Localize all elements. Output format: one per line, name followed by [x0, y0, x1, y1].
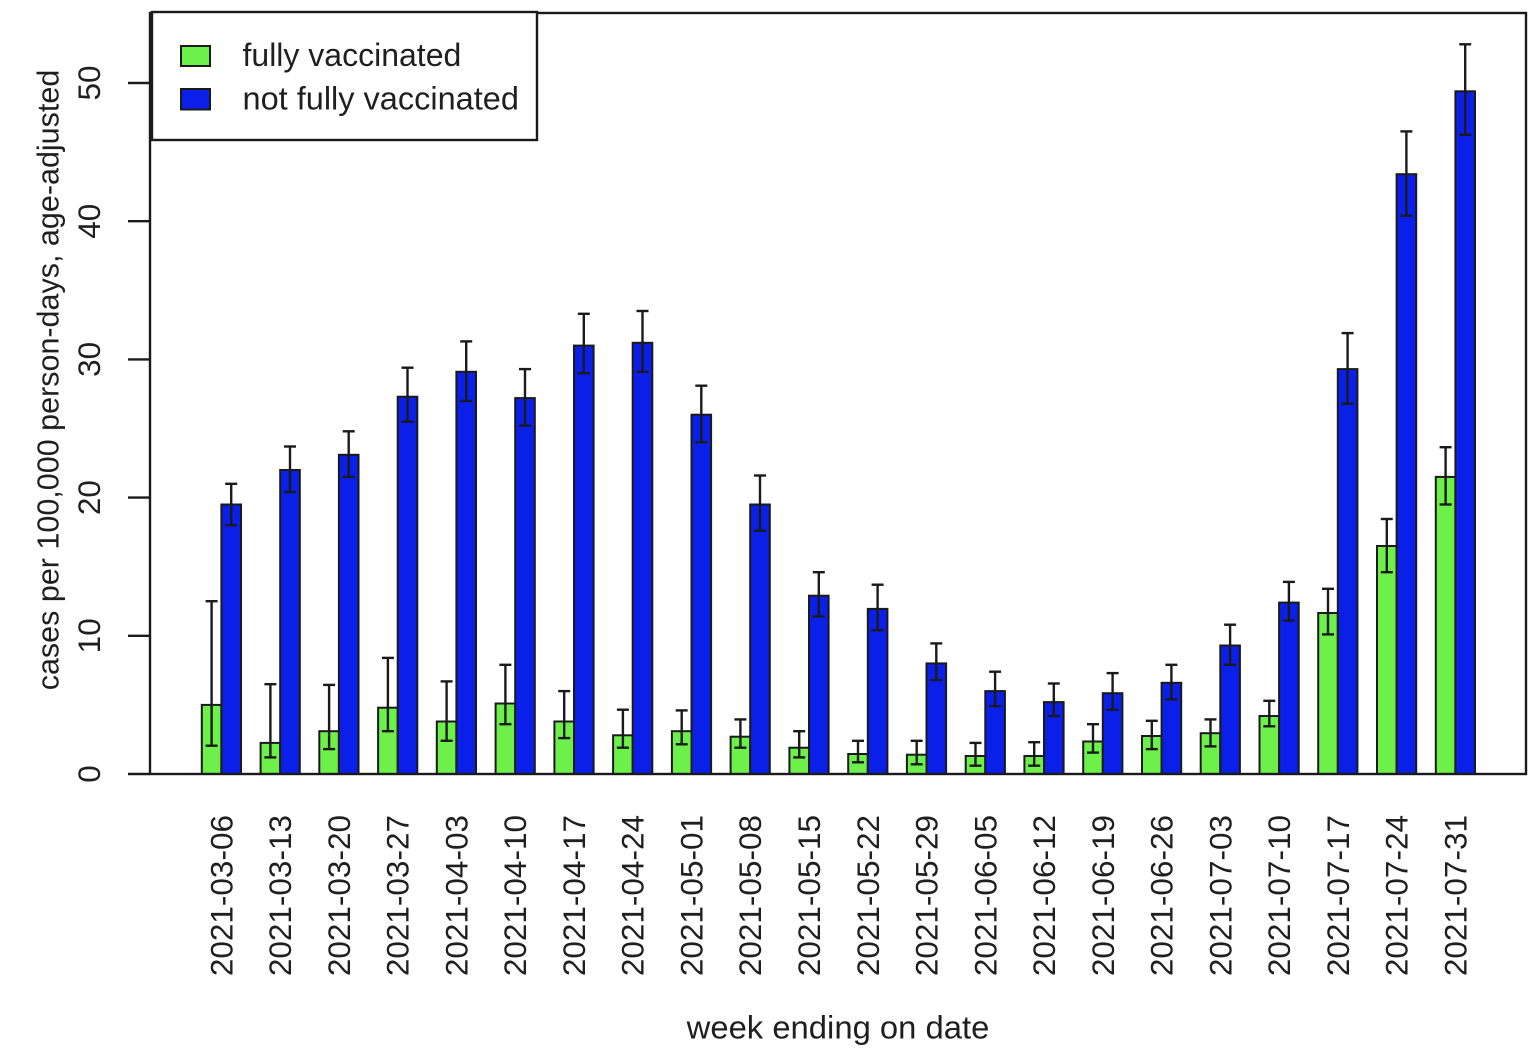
svg-text:30: 30 — [71, 342, 107, 377]
svg-text:20: 20 — [71, 480, 107, 515]
svg-text:2021-05-08: 2021-05-08 — [732, 815, 768, 976]
svg-text:0: 0 — [71, 765, 107, 783]
svg-text:2021-03-13: 2021-03-13 — [262, 815, 298, 976]
svg-text:2021-04-24: 2021-04-24 — [615, 815, 651, 976]
svg-text:2021-03-06: 2021-03-06 — [203, 815, 239, 976]
svg-text:40: 40 — [71, 204, 107, 239]
svg-text:10: 10 — [71, 618, 107, 653]
svg-text:2021-06-19: 2021-06-19 — [1085, 815, 1121, 976]
svg-text:2021-05-29: 2021-05-29 — [909, 815, 945, 976]
svg-text:2021-05-01: 2021-05-01 — [674, 815, 710, 976]
svg-text:2021-04-10: 2021-04-10 — [497, 815, 533, 976]
svg-text:week ending on date: week ending on date — [686, 1009, 990, 1046]
svg-text:2021-06-05: 2021-06-05 — [967, 815, 1003, 976]
svg-text:2021-03-20: 2021-03-20 — [321, 815, 357, 976]
svg-text:cases per 100,000 person-days,: cases per 100,000 person-days, age-adjus… — [32, 70, 66, 691]
svg-text:2021-04-17: 2021-04-17 — [556, 815, 592, 976]
svg-text:not fully vaccinated: not fully vaccinated — [243, 80, 519, 116]
svg-text:2021-04-03: 2021-04-03 — [438, 815, 474, 976]
svg-text:50: 50 — [71, 65, 107, 100]
svg-text:fully vaccinated: fully vaccinated — [243, 37, 462, 73]
svg-text:2021-07-03: 2021-07-03 — [1202, 815, 1238, 976]
svg-text:2021-07-24: 2021-07-24 — [1379, 815, 1415, 976]
svg-text:2021-07-17: 2021-07-17 — [1320, 815, 1356, 976]
svg-text:2021-07-31: 2021-07-31 — [1437, 815, 1473, 976]
svg-text:2021-06-26: 2021-06-26 — [1144, 815, 1180, 976]
svg-text:2021-03-27: 2021-03-27 — [380, 815, 416, 976]
svg-text:2021-05-22: 2021-05-22 — [850, 815, 886, 976]
svg-text:2021-07-10: 2021-07-10 — [1261, 815, 1297, 976]
svg-text:2021-05-15: 2021-05-15 — [791, 815, 827, 976]
svg-text:2021-06-12: 2021-06-12 — [1026, 815, 1062, 976]
